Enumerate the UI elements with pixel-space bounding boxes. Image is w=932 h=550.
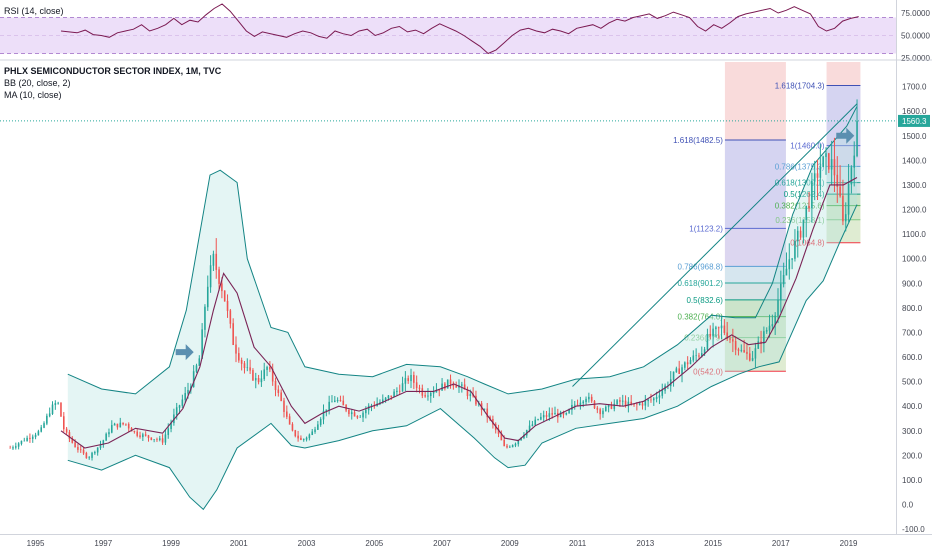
year-tick-label: 2017 xyxy=(772,539,790,548)
bb-fill xyxy=(67,106,858,510)
price-pane: 1(1123.2) 0.786(968.8) 0.618(901.2) 0.5(832… xyxy=(0,62,930,548)
price-tick-label: -100.0 xyxy=(902,525,925,534)
year-tick-label: 2001 xyxy=(230,539,248,548)
overlays: 1560.3 xyxy=(0,103,930,449)
price-tick-label: 0.0 xyxy=(902,501,914,510)
price-tick-label: 500.0 xyxy=(902,378,923,387)
fib-zone xyxy=(826,182,861,195)
last-price-badge xyxy=(898,114,930,127)
fib-zone xyxy=(724,299,786,317)
fib-level-label: 0.786(1375.3) xyxy=(775,162,825,171)
fib-level-label: 0.786(968.8) xyxy=(678,262,724,271)
price-tick-label: 300.0 xyxy=(902,427,923,436)
year-tick-label: 2013 xyxy=(636,539,654,548)
fib-zone xyxy=(724,266,786,283)
bb-lower-line xyxy=(67,204,858,511)
year-tick-label: 1995 xyxy=(27,539,45,548)
price-tick-label: 1600.0 xyxy=(902,107,927,116)
bb-upper-line xyxy=(67,106,858,395)
rsi-line xyxy=(60,3,859,55)
candles xyxy=(9,99,858,461)
price-tick-label: 600.0 xyxy=(902,353,923,362)
bb-legend: BB (20, close, 2) xyxy=(4,78,71,88)
fib-level-label: 0.382(1215.6) xyxy=(775,202,825,211)
price-tick-label: 200.0 xyxy=(902,451,923,460)
fib-level-label: 0.618(901.2) xyxy=(678,279,724,288)
price-tick-label: 400.0 xyxy=(902,402,923,411)
fib-level-label: 0.236(1158.1) xyxy=(775,216,825,225)
ma-legend: MA (10, close) xyxy=(4,90,62,100)
rsi-pane: RSI (14, close) 75.0000 50.0000 25.0000 xyxy=(0,3,930,63)
price-tick-label: 1100.0 xyxy=(902,230,926,239)
year-tick-label: 2003 xyxy=(298,539,316,548)
fib-level-label: 1.618(1704.3) xyxy=(775,82,825,91)
fib-level-label: 0.382(764.0) xyxy=(678,313,724,322)
bollinger-bands xyxy=(67,106,858,511)
price-tick-label: 100.0 xyxy=(902,476,923,485)
fib-zone xyxy=(724,228,786,267)
price-tick-label: 900.0 xyxy=(902,279,923,288)
rsi-axis: 75.0000 50.0000 25.0000 xyxy=(901,9,930,63)
price-tick-label: 1200.0 xyxy=(902,206,927,215)
price-tick-label: 1000.0 xyxy=(902,255,927,264)
fib-level-label: 0(542.0) xyxy=(693,367,723,376)
fib-level-label: 0.5(832.6) xyxy=(686,296,723,305)
trendline xyxy=(572,103,858,387)
ma-line xyxy=(60,177,858,449)
time-axis: 1995 1997 1999 2001 2003 2005 2007 2009 2011 2013… xyxy=(27,539,858,548)
year-tick-label: 2015 xyxy=(704,539,722,548)
year-tick-label: 2009 xyxy=(501,539,519,548)
last-price-label: 1560.3 xyxy=(902,117,927,126)
rsi-tick-label: 75.0000 xyxy=(901,9,930,18)
chart-title: PHLX SEMICONDUCTOR SECTOR INDEX, 1M, TVC xyxy=(4,66,222,76)
fib-level-label: 1(1460.0) xyxy=(790,142,825,151)
fib-level-label: 0.5(1262.4) xyxy=(784,190,825,199)
price-tick-label: 800.0 xyxy=(902,304,923,313)
fib-level-label: 0.236(679) xyxy=(684,334,723,343)
price-tick-label: 1300.0 xyxy=(902,181,927,190)
annotation-arrow-icon xyxy=(175,344,194,361)
fib-level-label: 1(1123.2) xyxy=(689,224,723,233)
rsi-legend: RSI (14, close) xyxy=(4,6,64,16)
year-tick-label: 1999 xyxy=(162,539,180,548)
fib-zone xyxy=(826,219,861,243)
rsi-tick-label: 50.0000 xyxy=(901,32,930,41)
price-tick-label: 700.0 xyxy=(902,328,923,337)
year-tick-label: 2011 xyxy=(569,539,587,548)
fib-level-label: 0.618(1309.1) xyxy=(775,179,825,188)
year-tick-label: 2007 xyxy=(433,539,451,548)
annotation-arrow-icon xyxy=(836,127,855,144)
price-tick-label: 1500.0 xyxy=(902,132,927,141)
price-tick-label: 1700.0 xyxy=(902,83,927,92)
year-tick-label: 1997 xyxy=(94,539,112,548)
rsi-tick-label: 25.0000 xyxy=(901,54,930,63)
year-tick-label: 2005 xyxy=(365,539,383,548)
year-tick-label: 2019 xyxy=(840,539,858,548)
price-axis: 1700.0 1600.0 1500.0 1400.0 1300.0 1200.0 1100… xyxy=(902,83,927,534)
price-tick-label: 1400.0 xyxy=(902,156,927,165)
fib-level-label: 1.618(1482.5) xyxy=(673,136,723,145)
